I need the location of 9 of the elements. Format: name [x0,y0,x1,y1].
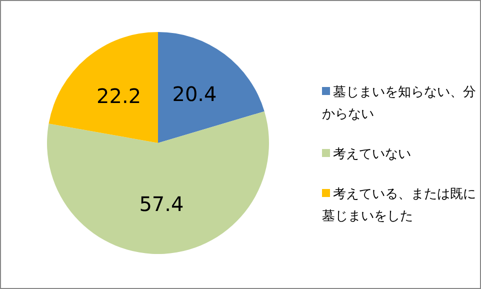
data-label: 20.4 [172,82,217,106]
data-label: 22.2 [96,84,142,108]
pie-slice [48,32,158,143]
legend-label: 考えていない [333,146,411,162]
legend-label: 考えている、または既に墓じまいをした [322,186,476,224]
data-label: 57.4 [139,192,184,216]
pie-slice [158,32,264,143]
pie-slice [47,111,269,254]
legend-label: 墓じまいを知らない、分からない [322,84,476,122]
